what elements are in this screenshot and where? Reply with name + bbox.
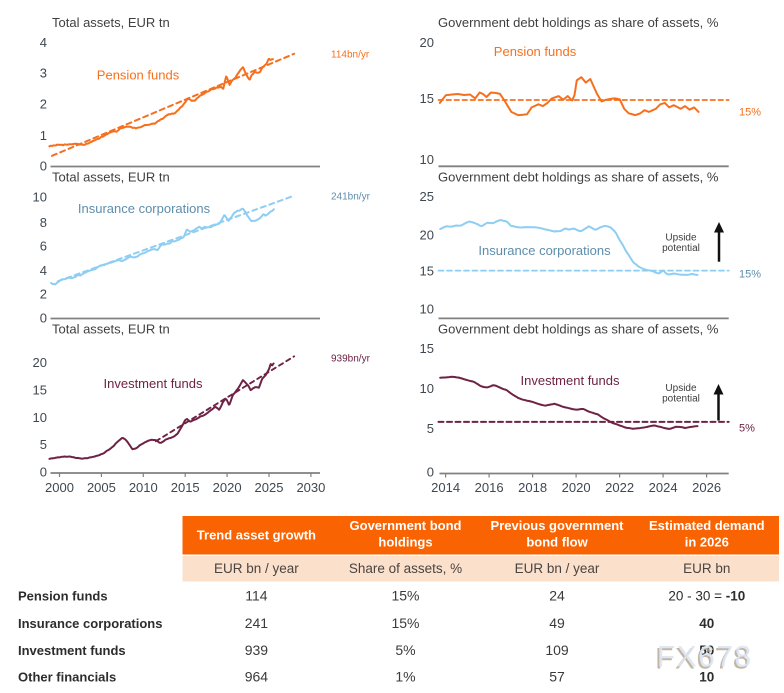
svg-text:25: 25 [420,189,434,204]
svg-text:2016: 2016 [475,480,504,495]
svg-text:15%: 15% [391,615,419,631]
svg-text:10: 10 [420,302,434,317]
svg-text:241bn/yr: 241bn/yr [331,192,371,203]
svg-text:10: 10 [699,670,714,685]
svg-text:EUR bn: EUR bn [683,561,730,576]
svg-text:Insurance corporations: Insurance corporations [478,243,611,258]
svg-text:1%: 1% [395,669,415,685]
svg-text:Government debt holdings as sh: Government debt holdings as share of ass… [438,15,719,30]
svg-text:Upside: Upside [665,233,697,244]
svg-text:Pension funds: Pension funds [18,589,108,604]
svg-text:0: 0 [427,464,434,479]
svg-text:964: 964 [245,669,269,685]
svg-text:0: 0 [40,464,47,479]
svg-text:50: 50 [699,643,714,658]
svg-text:Estimated demand: Estimated demand [649,518,765,533]
svg-text:10: 10 [420,152,434,167]
svg-text:Other financials: Other financials [18,670,116,685]
svg-text:in 2026: in 2026 [685,535,729,550]
svg-text:10: 10 [33,410,47,425]
svg-text:20: 20 [33,355,47,370]
svg-text:Previous government: Previous government [491,518,625,533]
svg-text:5: 5 [427,421,434,436]
svg-text:Upside: Upside [665,383,697,394]
svg-text:Trend asset growth: Trend asset growth [197,528,316,543]
svg-text:FX678: FX678 [657,640,753,673]
svg-text:2026: 2026 [692,480,721,495]
svg-text:2020: 2020 [213,480,242,495]
svg-text:49: 49 [549,615,565,631]
svg-text:57: 57 [549,669,565,685]
svg-text:2005: 2005 [87,480,116,495]
svg-text:10: 10 [420,381,434,396]
svg-text:5%: 5% [739,423,755,435]
svg-text:FX678: FX678 [655,643,751,676]
svg-text:Pension funds: Pension funds [97,68,180,83]
svg-text:potential: potential [662,394,700,405]
svg-text:2022: 2022 [605,480,634,495]
svg-text:15%: 15% [739,269,761,281]
svg-text:2: 2 [40,97,47,112]
svg-text:5%: 5% [395,642,415,658]
svg-text:Government debt holdings as sh: Government debt holdings as share of ass… [438,322,719,337]
svg-text:2018: 2018 [518,480,547,495]
svg-text:5: 5 [40,437,47,452]
svg-text:0: 0 [40,158,47,173]
svg-text:15: 15 [33,383,47,398]
svg-text:bond flow: bond flow [526,535,588,550]
svg-text:2020: 2020 [562,480,591,495]
svg-text:10: 10 [33,189,47,204]
svg-text:EUR bn / year: EUR bn / year [515,561,600,576]
svg-text:Investment funds: Investment funds [104,376,203,391]
svg-text:109: 109 [545,642,569,658]
svg-text:EUR bn / year: EUR bn / year [214,561,299,576]
svg-text:Government bond: Government bond [350,518,462,533]
svg-text:2030: 2030 [296,480,325,495]
svg-text:6: 6 [40,238,47,253]
svg-text:Total assets, EUR tn: Total assets, EUR tn [52,322,170,337]
svg-text:40: 40 [699,616,714,631]
svg-text:114bn/yr: 114bn/yr [331,50,370,61]
svg-text:2015: 2015 [171,480,200,495]
svg-text:15: 15 [420,91,434,106]
svg-text:2010: 2010 [129,480,158,495]
svg-text:114: 114 [245,588,268,604]
svg-text:Total assets, EUR tn: Total assets, EUR tn [52,170,170,185]
svg-text:holdings: holdings [378,535,432,550]
svg-text:24: 24 [549,588,565,604]
svg-text:939: 939 [245,642,269,658]
svg-text:1: 1 [40,128,47,143]
svg-text:Pension funds: Pension funds [494,44,577,59]
svg-text:Investment funds: Investment funds [521,373,620,388]
svg-text:15: 15 [420,341,434,356]
svg-text:2025: 2025 [255,480,284,495]
svg-text:2024: 2024 [649,480,678,495]
svg-text:3: 3 [40,65,47,80]
svg-text:Total assets, EUR tn: Total assets, EUR tn [52,15,170,30]
svg-text:2000: 2000 [45,480,74,495]
svg-text:20: 20 [420,35,434,50]
svg-text:20 - 30 = -10: 20 - 30 = -10 [668,589,745,604]
svg-text:2014: 2014 [431,480,460,495]
svg-text:15: 15 [420,264,434,279]
svg-text:2: 2 [40,287,47,302]
svg-text:Insurance corporations: Insurance corporations [18,616,162,631]
svg-text:Investment funds: Investment funds [18,643,126,658]
svg-text:4: 4 [40,35,47,50]
svg-text:15%: 15% [391,588,419,604]
svg-text:Insurance corporations: Insurance corporations [78,201,211,216]
svg-text:8: 8 [40,215,47,230]
svg-text:0: 0 [40,311,47,326]
svg-text:939bn/yr: 939bn/yr [331,354,371,365]
svg-text:Government debt holdings as sh: Government debt holdings as share of ass… [438,170,719,185]
svg-text:241: 241 [245,615,269,631]
svg-text:Share of assets, %: Share of assets, % [349,561,462,576]
svg-text:15%: 15% [739,107,761,119]
svg-text:20: 20 [420,227,434,242]
svg-text:potential: potential [662,243,700,254]
svg-text:4: 4 [40,263,47,278]
